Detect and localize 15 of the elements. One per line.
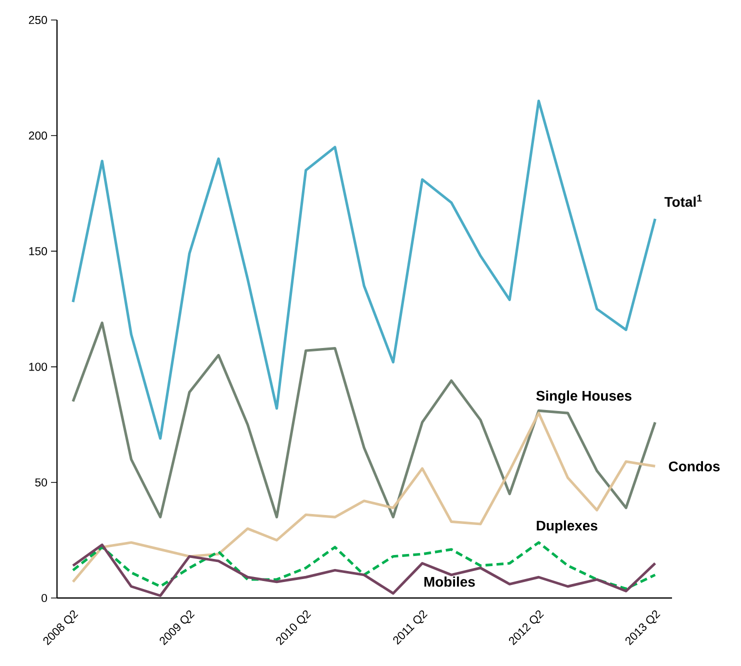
y-tick-label: 200 xyxy=(28,132,48,140)
series-label: Duplexes xyxy=(536,520,598,534)
y-tick-label: 250 xyxy=(28,16,48,24)
series-label: Mobiles xyxy=(424,576,475,587)
line-series xyxy=(72,322,656,518)
line-series xyxy=(72,541,656,590)
line-series xyxy=(72,100,656,440)
series-label: Total$^{1}$ xyxy=(664,194,702,207)
series-label: Single Houses xyxy=(536,390,632,404)
y-tick-label: 150 xyxy=(29,247,48,256)
series-label: Condos xyxy=(668,461,720,472)
y-tick-label: 100 xyxy=(29,362,48,371)
y-tick-label: 0 xyxy=(42,594,48,602)
y-tick-label: 50 xyxy=(35,478,48,486)
line-series xyxy=(72,544,656,597)
